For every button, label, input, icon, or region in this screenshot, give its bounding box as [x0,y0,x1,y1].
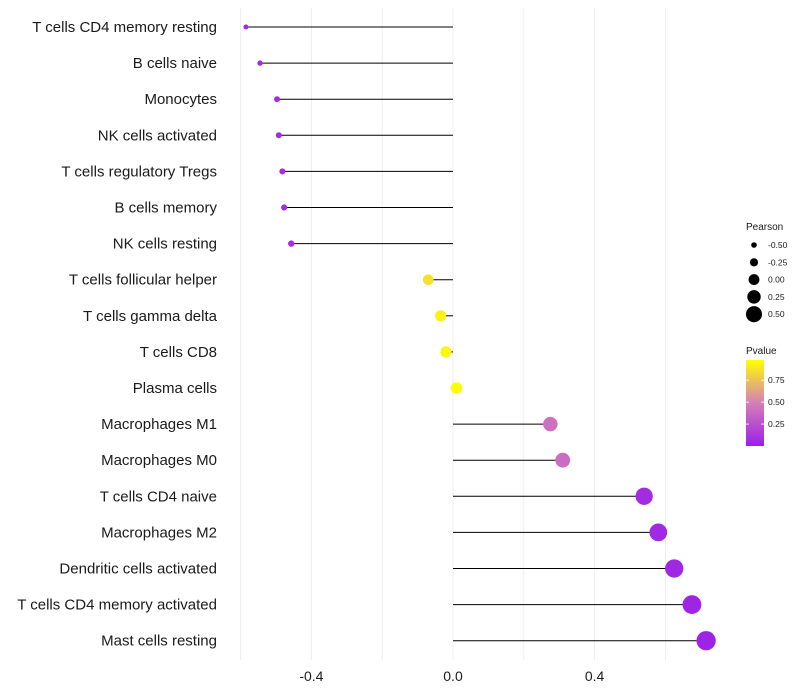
pearson-legend-label: 0.00 [768,275,785,285]
category-label: NK cells activated [98,127,217,144]
lollipop-point [281,204,288,211]
category-label: T cells CD4 memory resting [32,19,217,36]
pearson-legend-label: 0.25 [768,292,785,302]
pearson-legend-key [749,258,759,267]
category-label: T cells CD8 [140,344,217,361]
category-label: T cells CD4 memory activated [17,597,217,614]
category-label: Macrophages M2 [101,524,217,541]
lollipop-point [555,452,571,468]
x-tick-label: -0.4 [299,668,323,684]
lollipop-point [635,487,653,505]
category-label: B cells memory [114,200,217,217]
category-label: Mast cells resting [101,633,217,650]
pvalue-legend-label: 0.75 [768,375,785,385]
pearson-legend-label: -0.25 [768,257,788,267]
lollipop-point [274,96,281,103]
pvalue-legend-label: 0.25 [768,419,785,429]
lollipop-point [243,24,249,30]
lollipop-point [257,60,263,66]
lollipop-point [450,382,463,394]
lollipop-segments [245,26,707,642]
pearson-legend-label: 0.50 [768,309,785,319]
lollipop-point [665,559,684,578]
lollipop-point [682,595,702,615]
lollipop-point [279,168,286,175]
category-label: T cells gamma delta [83,308,218,325]
category-label: Monocytes [144,91,217,108]
category-label: Dendritic cells activated [59,561,217,578]
pearson-legend-label: -0.50 [768,240,788,250]
x-axis-ticks: -0.4 0.0 0.4 [299,668,604,684]
pvalue-legend-title: Pvalue [746,346,777,357]
pvalue-legend: Pvalue 0.75 0.50 0.25 [746,346,785,446]
pvalue-colorbar [746,360,764,446]
pearson-legend-key [751,242,757,248]
pearson-legend: Pearson -0.50 -0.25 0.00 0.25 0.50 [745,222,788,323]
x-tick-label: 0.4 [585,668,605,684]
grid-lines [240,8,666,660]
category-label: Macrophages M1 [101,416,217,433]
pearson-legend-key [748,274,760,286]
lollipop-point [435,310,447,322]
lollipop-point [440,346,452,358]
category-label: Plasma cells [133,380,217,397]
lollipop-point [275,132,282,139]
lollipop-point [288,240,295,247]
pearson-legend-title: Pearson [746,222,783,233]
category-label: T cells regulatory Tregs [61,163,217,180]
category-labels: T cells CD4 memory resting B cells naive M… [17,19,217,650]
pearson-legend-key [747,290,761,304]
pearson-legend-key [745,306,763,323]
category-label: T cells follicular helper [69,272,217,289]
lollipop-point [696,631,716,651]
category-label: T cells CD4 naive [100,488,217,505]
lollipop-point [422,274,434,286]
lollipop-point [649,523,668,542]
lollipop-point [543,416,558,432]
x-tick-label: 0.0 [443,668,463,684]
category-label: Macrophages M0 [101,452,217,469]
category-label: B cells naive [133,55,217,72]
category-label: NK cells resting [113,236,217,253]
pvalue-legend-label: 0.50 [768,397,785,407]
lollipop-points [243,24,716,651]
